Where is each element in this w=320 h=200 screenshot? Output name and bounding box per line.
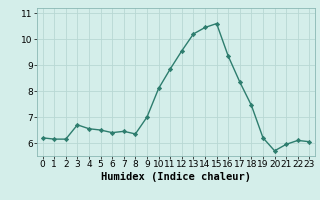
X-axis label: Humidex (Indice chaleur): Humidex (Indice chaleur) (101, 172, 251, 182)
